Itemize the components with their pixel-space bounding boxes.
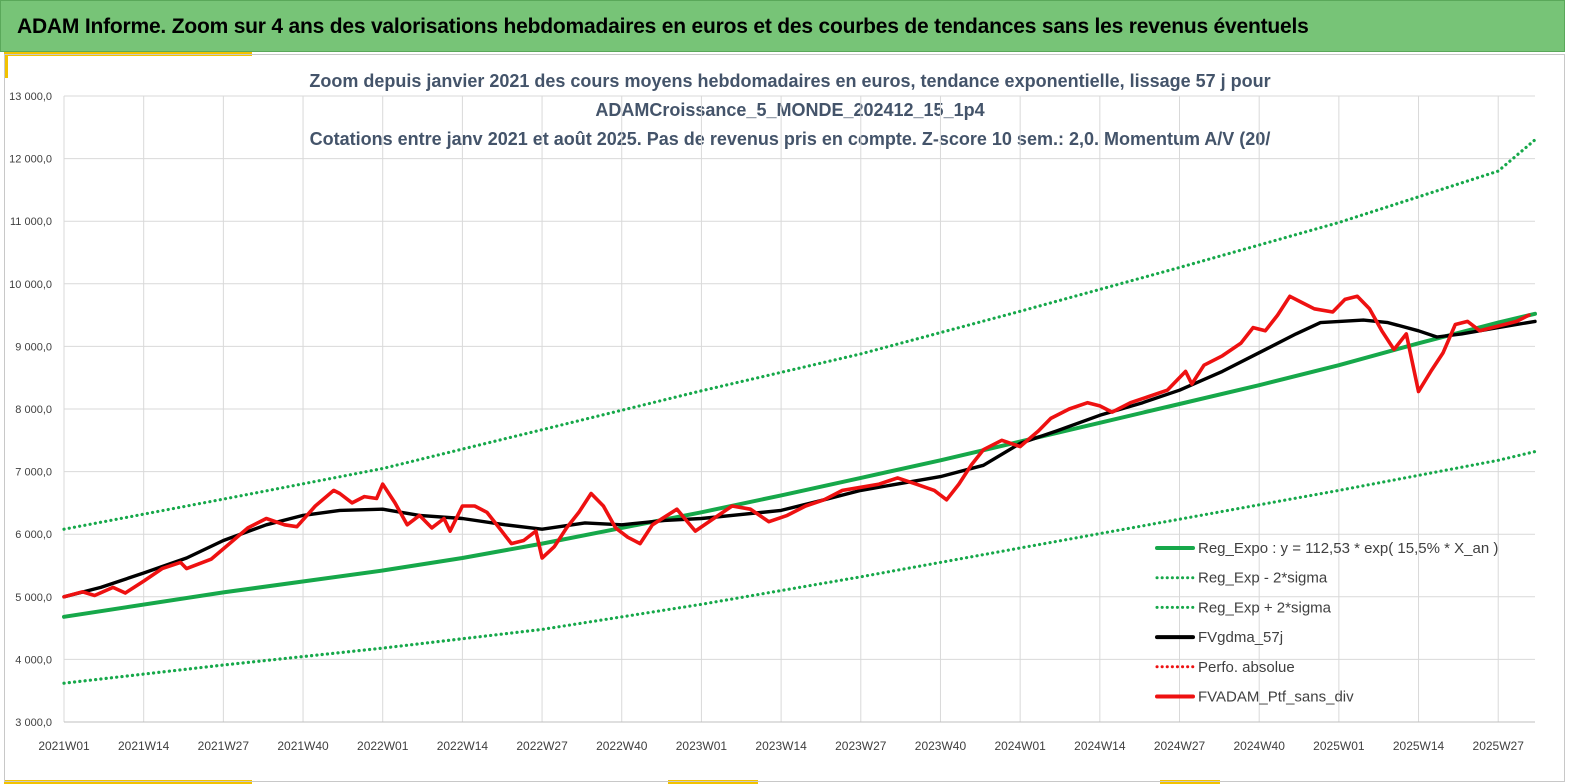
y-tick-label: 8 000,0 (15, 404, 52, 416)
legend-label-3: FVgdma_57j (1198, 629, 1283, 646)
x-tick-label: 2024W14 (1074, 739, 1126, 753)
chart-frame (4, 54, 1565, 782)
y-tick-label: 13 000,0 (9, 91, 52, 103)
legend-label-2: Reg_Exp + 2*sigma (1198, 599, 1332, 616)
y-tick-label: 11 000,0 (10, 216, 52, 228)
banner-title: ADAM Informe. Zoom sur 4 ans des valoris… (17, 15, 1309, 38)
y-axis-ticks: 3 000,0 4 000,0 5 000,0 6 000,0 7 000,0 8 000… (9, 91, 52, 729)
x-tick-label: 2022W14 (437, 739, 489, 753)
chart-title-line-3: Cotations entre janv 2021 et août 2025. … (309, 129, 1271, 149)
chart-title-line-2: ADAMCroissance_5_MONDE_202412_15_1p4 (595, 100, 985, 120)
x-tick-label: 2021W14 (118, 739, 170, 753)
x-tick-label: 2021W01 (38, 739, 90, 753)
accent-bar-bottom-left (4, 780, 252, 784)
x-tick-label: 2024W01 (994, 739, 1046, 753)
grid (63, 95, 1535, 723)
series (62, 138, 1537, 685)
y-tick-label: 9 000,0 (15, 341, 52, 353)
y-tick-label: 4 000,0 (15, 654, 52, 666)
x-tick-label: 2025W01 (1313, 739, 1365, 753)
legend: Reg_Expo : y = 112,53 * exp( 15,5% * X_a… (1155, 540, 1498, 706)
x-tick-label: 2021W40 (277, 739, 329, 753)
x-tick-label: 2022W40 (596, 739, 648, 753)
series-line-3 (62, 318, 1537, 599)
chart-title-line-1: Zoom depuis janvier 2021 des cours moyen… (309, 71, 1271, 91)
y-tick-label: 6 000,0 (15, 529, 52, 541)
legend-label-0: Reg_Expo : y = 112,53 * exp( 15,5% * X_a… (1198, 540, 1498, 557)
series-line-0 (62, 311, 1537, 619)
series-line-1 (62, 450, 1537, 685)
x-tick-label: 2022W01 (357, 739, 409, 753)
header-banner: ADAM Informe. Zoom sur 4 ans des valoris… (0, 0, 1565, 52)
x-tick-label: 2023W01 (676, 739, 728, 753)
legend-label-5: FVADAM_Ptf_sans_div (1198, 689, 1354, 706)
accent-bar-left (4, 52, 8, 78)
y-tick-label: 10 000,0 (9, 279, 52, 291)
accent-bar-bottom-mid (668, 780, 758, 784)
x-tick-label: 2023W14 (755, 739, 807, 753)
y-tick-label: 3 000,0 (15, 717, 52, 729)
x-tick-label: 2025W14 (1393, 739, 1445, 753)
accent-bar-bottom-right (1160, 780, 1220, 784)
series-line-2 (62, 138, 1537, 531)
legend-label-1: Reg_Exp - 2*sigma (1198, 570, 1328, 587)
x-tick-label: 2021W27 (198, 739, 250, 753)
x-tick-label: 2025W27 (1473, 739, 1525, 753)
y-tick-label: 12 000,0 (9, 154, 52, 166)
x-tick-label: 2024W27 (1154, 739, 1206, 753)
x-tick-label: 2022W27 (516, 739, 568, 753)
y-tick-label: 7 000,0 (15, 467, 52, 479)
x-axis-ticks: 2021W01 2021W14 2021W27 2021W40 2022W01 2022W… (38, 739, 1524, 753)
y-tick-label: 5 000,0 (15, 592, 52, 604)
legend-label-4: Perfo. absolue (1198, 659, 1295, 676)
x-tick-label: 2023W27 (835, 739, 887, 753)
series-line-4 (62, 294, 1531, 599)
x-tick-label: 2024W40 (1234, 739, 1286, 753)
x-tick-label: 2023W40 (915, 739, 967, 753)
